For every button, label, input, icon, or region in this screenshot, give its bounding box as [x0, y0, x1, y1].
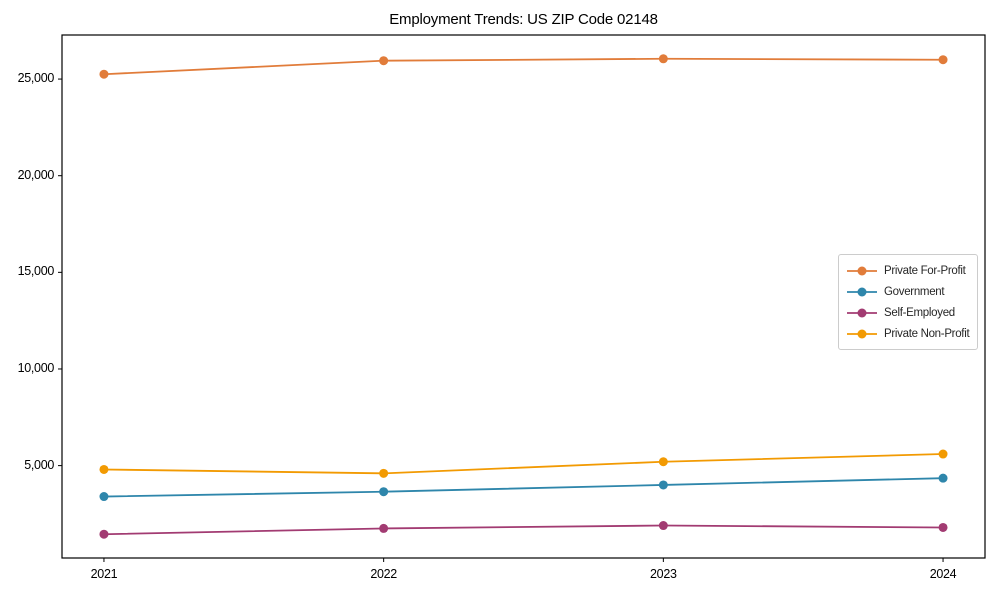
legend-item-self-employed: Self-Employed: [847, 303, 969, 322]
legend-line-marker-icon: [847, 329, 877, 338]
x-tick-label: 2024: [929, 567, 957, 581]
legend-item-private-non-profit: Private Non-Profit: [847, 324, 970, 343]
data-point-2022: [379, 523, 389, 533]
legend-item-private-for-profit: Private For-Profit: [847, 261, 969, 280]
data-point-2023: [658, 480, 668, 490]
y-tick-label: 5,000: [24, 457, 54, 472]
data-point-2021: [99, 464, 109, 474]
data-point-2022: [379, 56, 389, 66]
data-point-2023: [658, 54, 668, 64]
plot-frame: [61, 34, 986, 559]
chart-title: Employment Trends: US ZIP Code 02148: [389, 11, 658, 28]
data-point-2024: [938, 522, 948, 532]
legend-line-marker-icon: [847, 308, 877, 317]
data-point-2021: [99, 492, 109, 502]
data-point-2022: [379, 468, 389, 478]
data-point-2024: [938, 473, 948, 483]
data-point-2022: [379, 487, 389, 497]
x-tick-label: 2022: [370, 567, 397, 581]
x-tick-label: 2023: [650, 567, 677, 581]
data-point-2023: [658, 521, 668, 531]
series-line-private-for-profit: [103, 57, 944, 76]
legend: Private For-Profit Government Self-Emplo…: [838, 254, 978, 350]
data-point-2021: [99, 529, 109, 539]
data-point-2024: [938, 449, 948, 459]
data-point-2021: [99, 69, 109, 79]
legend-label: Private For-Profit: [884, 264, 966, 277]
series-line-self-employed: [103, 524, 944, 536]
y-tick-label: 25,000: [17, 71, 55, 86]
x-tick-label: 2021: [90, 567, 118, 581]
series-line-government: [103, 477, 944, 498]
legend-item-government: Government: [847, 282, 969, 301]
data-point-2024: [938, 55, 948, 65]
legend-label: Self-Employed: [884, 306, 955, 319]
y-tick-label: 15,000: [17, 264, 55, 279]
series-line-private-non-profit: [103, 453, 944, 475]
y-tick-label: 20,000: [17, 167, 55, 182]
y-tick-label: 10,000: [17, 360, 55, 375]
legend-line-marker-icon: [847, 287, 877, 296]
legend-line-marker-icon: [847, 266, 877, 275]
legend-label: Government: [884, 285, 945, 298]
data-point-2023: [658, 457, 668, 467]
legend-label: Private Non-Profit: [884, 327, 970, 340]
